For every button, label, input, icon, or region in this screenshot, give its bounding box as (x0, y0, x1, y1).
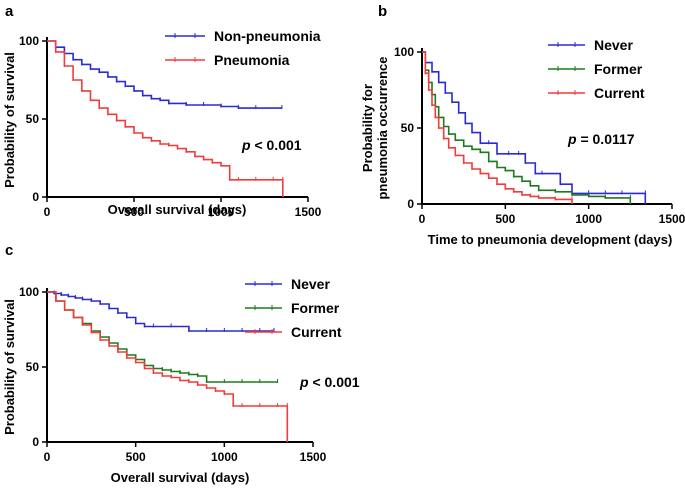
x-tick-label: 0 (44, 450, 51, 464)
x-tick-label: 500 (126, 450, 146, 464)
y-tick-label: 50 (26, 112, 40, 126)
legend-label-never: Never (291, 276, 330, 292)
panel-c-ylabel: Probability of survival (2, 299, 17, 435)
x-tick-label: 0 (44, 205, 51, 219)
panel-a-legend: Non-pneumonia Pneumonia (165, 28, 321, 68)
y-tick-label: 50 (26, 360, 40, 374)
x-tick-label: 1000 (208, 205, 235, 219)
panel-a-pvalue: p < 0.001 (241, 137, 302, 153)
y-tick-label: 0 (32, 190, 39, 204)
x-tick-label: 1500 (300, 450, 327, 464)
x-tick-label: 500 (495, 212, 515, 226)
legend-label-former: Former (291, 300, 340, 316)
panel-b-ylabel-line1: Probability for (360, 84, 375, 172)
panel-c-xlabel: Overall survival (days) (111, 470, 250, 485)
panel-c-pvalue: p < 0.001 (299, 374, 360, 390)
panel-c: c 0 500 1000 1500 0 50 100 Overall survival (d… (2, 242, 360, 485)
y-tick-label: 100 (19, 285, 39, 299)
series-line-never (422, 51, 647, 204)
panel-a-xlabel: Overall survival (days) (108, 202, 247, 217)
panel-c-letter: c (5, 242, 13, 259)
x-tick-label: 1000 (575, 212, 602, 226)
series-line-current (47, 291, 289, 442)
x-tick-label: 1500 (295, 205, 322, 219)
y-tick-label: 100 (19, 34, 39, 48)
legend-label-former: Former (594, 61, 643, 77)
panel-c-plot: 0 500 1000 1500 0 50 100 (19, 285, 327, 464)
y-tick-label: 0 (32, 435, 39, 449)
series-line-non-pneumonia (47, 40, 282, 109)
panel-a: a 0 500 1000 1500 0 50 100 Overall survival (d… (2, 3, 322, 219)
x-tick-label: 0 (419, 212, 426, 226)
panel-b: b 0 500 1000 1500 0 50 100 Time to pneumonia d… (360, 3, 685, 247)
legend-label-never: Never (594, 37, 633, 53)
panel-b-ylabel-line2: pneumonia occurrence (375, 56, 390, 199)
panel-b-plot: 0 500 1000 1500 0 50 100 (394, 45, 685, 226)
panel-c-legend: Never Former Current (245, 276, 342, 340)
series-line-former (422, 51, 632, 204)
panel-b-pvalue: p = 0.0117 (567, 131, 635, 147)
panel-b-legend: Never Former Current (548, 37, 645, 101)
panel-a-ylabel: Probability of survival (2, 52, 17, 188)
y-tick-label: 50 (401, 121, 415, 135)
panel-a-plot: 0 500 1000 1500 0 50 100 (19, 34, 322, 219)
y-tick-label: 100 (394, 45, 414, 59)
y-tick-label: 0 (407, 197, 414, 211)
panel-b-xlabel: Time to pneumonia development (days) (428, 232, 673, 247)
panel-a-letter: a (5, 3, 14, 20)
x-tick-label: 1500 (659, 212, 685, 226)
series-line-never (47, 291, 274, 332)
x-tick-label: 500 (124, 205, 144, 219)
legend-label-non-pneumonia: Non-pneumonia (214, 28, 321, 44)
panel-b-letter: b (378, 3, 387, 20)
legend-label-current: Current (594, 85, 645, 101)
legend-label-current: Current (291, 324, 342, 340)
series-line-current (422, 51, 573, 204)
x-tick-label: 1000 (211, 450, 238, 464)
legend-label-pneumonia: Pneumonia (214, 52, 290, 68)
